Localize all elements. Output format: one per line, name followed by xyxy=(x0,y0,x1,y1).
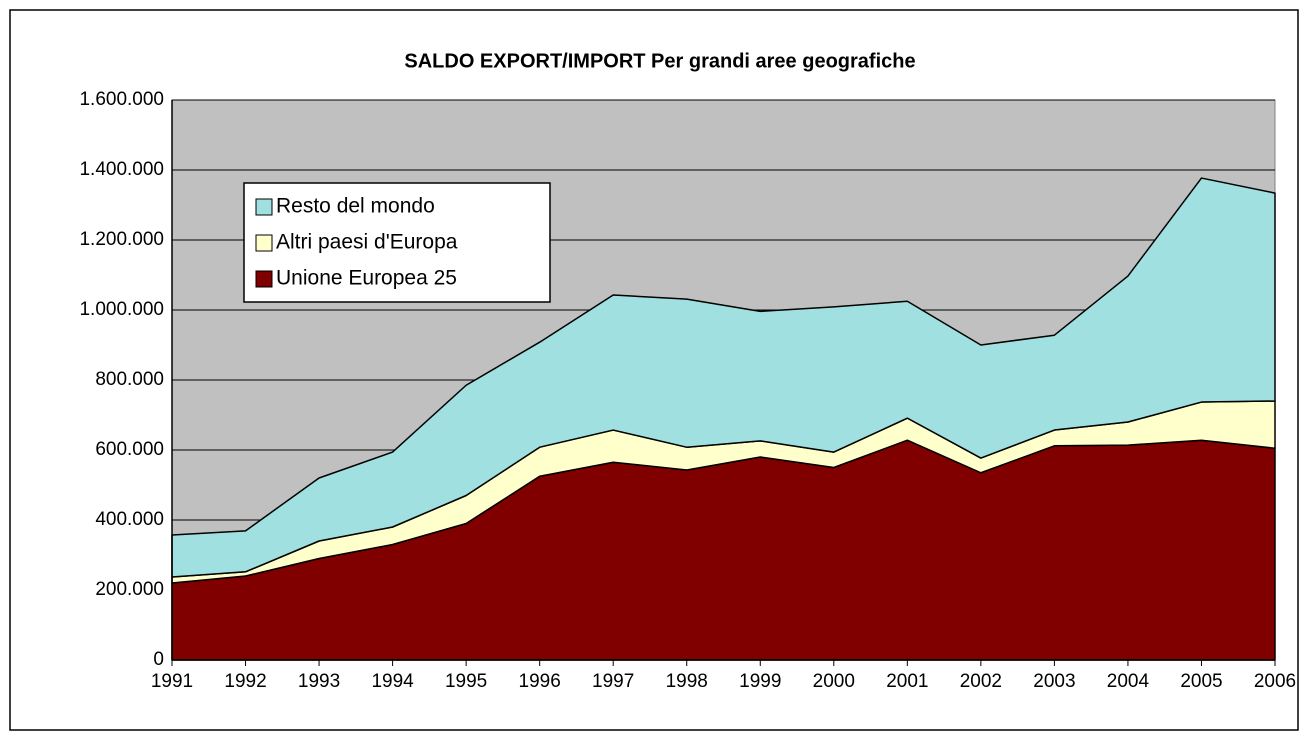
y-tick-label: 800.000 xyxy=(95,369,164,390)
area xyxy=(171,177,1276,578)
legend-label: Resto del mondo xyxy=(276,195,435,218)
x-tick-label: 1991 xyxy=(151,671,193,692)
x-tick-label: 1998 xyxy=(666,671,708,692)
x-tick-label: 2000 xyxy=(813,671,855,692)
legend-label: Unione Europea 25 xyxy=(276,267,457,290)
legend-label: Altri paesi d'Europa xyxy=(276,231,458,254)
x-tick-label: 1997 xyxy=(592,671,634,692)
y-tick-label: 400.000 xyxy=(95,509,164,530)
chart-title: SALDO EXPORT/IMPORT Per grandi aree geog… xyxy=(404,50,915,72)
x-tick-label: 2003 xyxy=(1033,671,1075,692)
y-tick-label: 200.000 xyxy=(95,579,164,600)
x-tick-label: 2005 xyxy=(1180,671,1222,692)
x-tick-label: 2001 xyxy=(886,671,928,692)
x-tick-label: 1993 xyxy=(298,671,340,692)
y-tick-label: 0 xyxy=(153,649,164,670)
x-tick-label: 1992 xyxy=(224,671,266,692)
legend-swatch xyxy=(255,234,273,252)
legend-box xyxy=(243,182,551,303)
y-tick-label: 600.000 xyxy=(95,439,164,460)
y-tick-label: 1.000.000 xyxy=(79,299,164,320)
x-tick-label: 1996 xyxy=(519,671,561,692)
y-tick-label: 1.400.000 xyxy=(79,159,164,180)
x-tick-label: 2002 xyxy=(960,671,1002,692)
x-tick-label: 1999 xyxy=(739,671,781,692)
x-tick-label: 1995 xyxy=(445,671,487,692)
y-tick-label: 1.600.000 xyxy=(79,89,164,110)
y-tick-label: 1.200.000 xyxy=(79,229,164,250)
x-tick-label: 1994 xyxy=(371,671,414,692)
x-tick-label: 2004 xyxy=(1107,671,1150,692)
legend-swatch xyxy=(255,198,273,216)
x-tick-label: 2006 xyxy=(1254,671,1296,692)
legend-swatch xyxy=(255,270,273,288)
